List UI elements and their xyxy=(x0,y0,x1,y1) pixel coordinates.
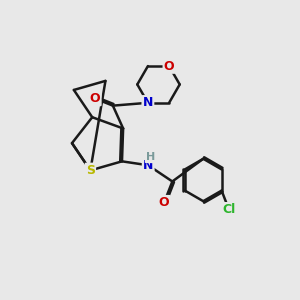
Text: N: N xyxy=(143,159,153,172)
Text: O: O xyxy=(164,60,174,73)
Text: O: O xyxy=(90,92,101,105)
Text: O: O xyxy=(159,196,170,209)
Text: H: H xyxy=(146,152,155,162)
Text: Cl: Cl xyxy=(222,203,236,216)
Text: S: S xyxy=(86,164,95,177)
Text: N: N xyxy=(143,96,153,109)
